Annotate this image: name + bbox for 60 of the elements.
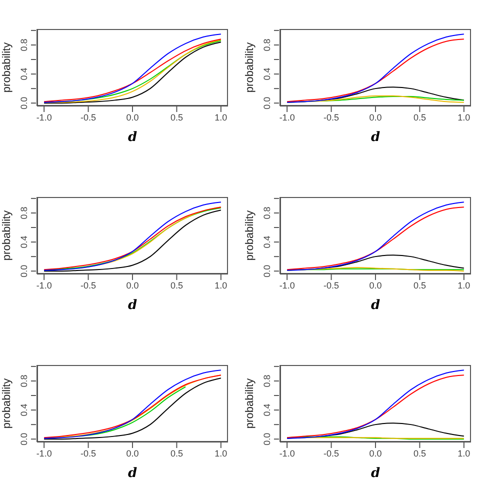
- y-tick-label: 0.8: [262, 206, 272, 220]
- x-tick-label: -1.0: [279, 112, 295, 122]
- y-axis-title: probability: [0, 42, 13, 93]
- x-tick-label: 0.5: [170, 112, 183, 122]
- x-tick-label: -0.5: [80, 448, 96, 458]
- x-tick-label: 0.5: [170, 280, 183, 290]
- x-tick-label: -1.0: [36, 112, 52, 122]
- x-tick-label: 1.0: [214, 280, 228, 290]
- x-tick-label: 1.0: [458, 280, 470, 290]
- x-tick-label: 0.5: [413, 280, 426, 290]
- x-tick-label: 1.0: [214, 112, 228, 122]
- x-axis-title: d: [370, 466, 382, 481]
- x-axis-title: d: [370, 130, 382, 145]
- y-tick-label: 0.8: [19, 38, 29, 52]
- x-tick-label: 0.0: [369, 448, 382, 458]
- y-axis-title: probability: [244, 42, 256, 93]
- y-axis-title: probability: [0, 378, 13, 429]
- x-tick-label: 0.5: [413, 448, 426, 458]
- y-axis-title: probability: [244, 378, 256, 429]
- x-tick-label: -1.0: [36, 280, 52, 290]
- x-axis-title: d: [126, 298, 138, 313]
- x-tick-label: 0.5: [170, 448, 183, 458]
- y-tick-label: 0.0: [262, 96, 272, 110]
- x-tick-label: 1.0: [214, 448, 228, 458]
- y-tick-label: 0.8: [262, 38, 272, 52]
- x-tick-label: -0.5: [324, 448, 340, 458]
- y-tick-label: 0.4: [19, 236, 29, 248]
- y-axis-title: probability: [244, 210, 256, 261]
- y-tick-label: 0.4: [262, 68, 272, 80]
- x-tick-label: -0.5: [80, 280, 96, 290]
- y-tick-label: 0.4: [19, 68, 29, 80]
- x-tick-label: 0.0: [369, 112, 382, 122]
- x-tick-label: 0.5: [413, 112, 426, 122]
- y-tick-label: 0.4: [19, 404, 29, 416]
- y-tick-label: 0.8: [262, 374, 272, 388]
- x-axis-title: d: [126, 130, 138, 145]
- x-tick-label: 0.0: [126, 280, 139, 290]
- y-tick-label: 0.0: [19, 432, 29, 446]
- x-tick-label: 0.0: [369, 280, 382, 290]
- x-tick-label: -1.0: [279, 448, 295, 458]
- x-tick-label: -0.5: [324, 112, 340, 122]
- y-tick-label: 0.0: [262, 432, 272, 446]
- x-tick-label: -1.0: [279, 280, 295, 290]
- y-tick-label: 0.0: [19, 264, 29, 278]
- x-axis-title: d: [126, 466, 138, 481]
- y-axis-title: probability: [0, 210, 13, 261]
- x-tick-label: 1.0: [458, 448, 470, 458]
- y-tick-label: 0.4: [262, 236, 272, 248]
- x-tick-label: 0.0: [126, 448, 139, 458]
- y-tick-label: 0.4: [262, 404, 272, 416]
- x-tick-label: -0.5: [324, 280, 340, 290]
- x-tick-label: -1.0: [36, 448, 52, 458]
- y-tick-label: 0.8: [19, 206, 29, 220]
- x-axis-title: d: [370, 298, 382, 313]
- x-tick-label: -0.5: [80, 112, 96, 122]
- x-tick-label: 1.0: [458, 112, 470, 122]
- x-tick-label: 0.0: [126, 112, 139, 122]
- y-tick-label: 0.0: [262, 264, 272, 278]
- y-tick-label: 0.0: [19, 96, 29, 110]
- y-tick-label: 0.8: [19, 374, 29, 388]
